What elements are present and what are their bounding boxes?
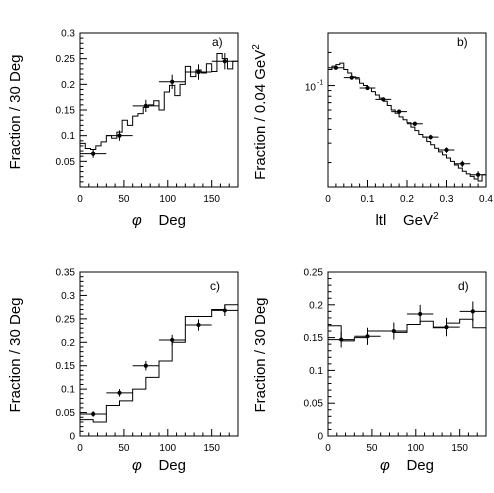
y-tick-label: 0.05 [56, 408, 76, 419]
data-point [333, 65, 338, 70]
x-tick-label: 0 [77, 194, 83, 205]
y-tick-label: 0 [69, 432, 75, 443]
panel-label: d) [458, 279, 469, 293]
y-axis-title: Fraction / 30 Deg [7, 297, 24, 412]
x-axis-title: φ Deg [380, 457, 434, 474]
data-point [143, 363, 148, 368]
data-point [365, 85, 370, 91]
data-point [365, 334, 370, 339]
series-histogram-a [80, 53, 238, 151]
data-point [444, 147, 449, 153]
data-point [391, 328, 396, 334]
panel-label: c) [210, 279, 220, 293]
y-tick-label: 0.15 [56, 361, 76, 372]
x-tick-label: 150 [203, 443, 220, 454]
data-point [460, 161, 465, 166]
series-histogram-d [328, 318, 486, 342]
data-point [412, 121, 417, 126]
x-tick-label: 0.4 [479, 194, 493, 205]
y-tick-label: 0.2 [61, 338, 75, 349]
x-tick-label: 50 [118, 443, 130, 454]
series-histogram-c [80, 304, 238, 423]
panel-c: 0 50 100 150 0 0.05 0.1 0.15 0.2 0.25 0.3 0.35 c) Fra… [7, 268, 239, 474]
x-tick-label: 0.3 [440, 194, 454, 205]
panel-d: 0 50 100 150 0 0.05 0.1 0.15 0.2 0.25 d) Fraction /… [252, 268, 487, 474]
x-axis-title: φ Deg [132, 212, 186, 229]
x-tick-label: 50 [118, 194, 130, 205]
x-tick-label: 0 [77, 443, 83, 454]
x-tick-label: 100 [159, 194, 176, 205]
data-point [222, 59, 227, 64]
x-tick-label: 0.2 [400, 194, 414, 205]
y-tick-label: 0.05 [304, 399, 324, 410]
y-tick-label: 0.3 [61, 291, 75, 302]
y-tick-label: 10 [305, 83, 317, 94]
x-axis-title: φ Deg [132, 457, 186, 474]
x-tick-label: 150 [203, 194, 220, 205]
y-tick-label: 0.25 [304, 268, 324, 279]
data-point [418, 311, 423, 317]
y-axis-title: Fraction / 30 Deg [7, 54, 24, 169]
data-point [444, 325, 449, 330]
data-point [349, 75, 354, 80]
y-tick-label: 0.25 [56, 314, 76, 325]
data-point [397, 109, 402, 114]
y-tick-label: 0.1 [61, 385, 75, 396]
x-tick-label: 0 [325, 443, 331, 454]
panel-a: 0 50 100 150 0.05 0.1 0.15 0.2 0.25 0.3 a) Fraction… [7, 29, 239, 229]
y-axis-title: Fraction / 30 Deg [252, 297, 269, 412]
panel-b: 0 0.1 0.2 0.3 0.4 10 -1 b) Fraction / 0.04 GeV2 l… [251, 32, 493, 229]
data-point [470, 309, 475, 314]
data-point [428, 135, 433, 140]
y-tick-label: 0.25 [56, 54, 76, 65]
x-tick-label: 150 [451, 443, 468, 454]
data-point [117, 390, 122, 395]
data-point [196, 322, 201, 328]
data-point [476, 172, 481, 177]
y-tick-exponent: -1 [317, 80, 323, 87]
y-tick-label: 0.1 [61, 131, 75, 142]
plot-frame-c [79, 271, 239, 437]
y-tick-label: 0.35 [56, 268, 76, 279]
data-point [170, 337, 175, 343]
data-point [91, 411, 96, 417]
plot-frame-d [327, 271, 487, 437]
data-point [196, 69, 201, 75]
y-tick-label: 0.2 [61, 80, 75, 91]
data-point [222, 308, 227, 313]
y-tick-label: 0.1 [309, 366, 323, 377]
y-tick-label: 0.05 [56, 157, 76, 168]
x-tick-label: 100 [159, 443, 176, 454]
data-point [117, 133, 122, 138]
x-tick-label: 0 [325, 194, 331, 205]
x-tick-label: 50 [366, 443, 378, 454]
data-point [381, 97, 386, 102]
data-point [91, 151, 96, 156]
y-axis-title: Fraction / 0.04 GeV2 [251, 44, 269, 180]
data-point [170, 79, 175, 84]
y-tick-label: 0 [317, 432, 323, 443]
x-tick-label: 100 [407, 443, 424, 454]
y-tick-label: 0.15 [304, 333, 324, 344]
y-tick-label: 0.3 [61, 29, 75, 40]
data-point [143, 103, 148, 108]
panel-label: a) [212, 35, 223, 49]
data-point [339, 337, 344, 342]
y-tick-label: 0.2 [309, 300, 323, 311]
x-tick-label: 0.1 [361, 194, 375, 205]
panel-label: b) [457, 35, 468, 49]
y-tick-label: 0.15 [56, 106, 76, 117]
x-axis-title: ltl GeV2 [375, 211, 439, 229]
